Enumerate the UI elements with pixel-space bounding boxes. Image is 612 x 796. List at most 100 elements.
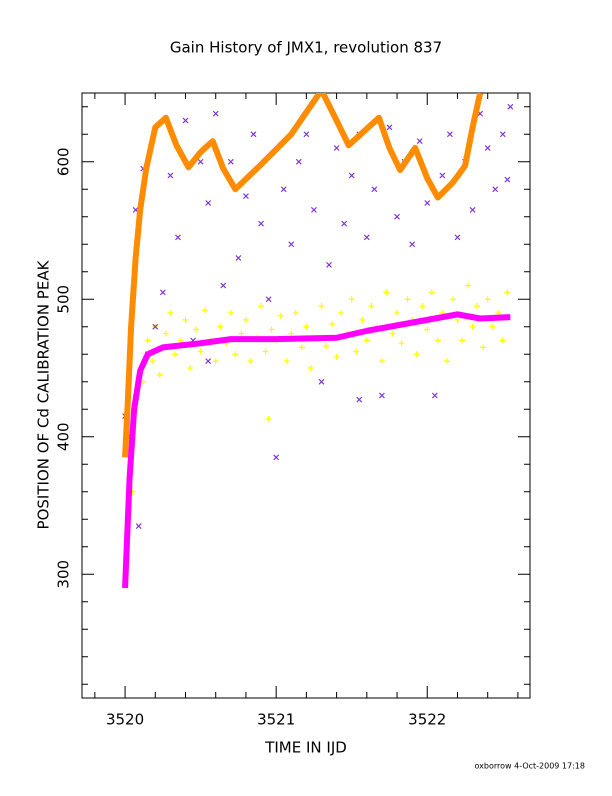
x-tick-label: 3521 [257, 711, 295, 729]
data-point [187, 365, 194, 371]
data-point [465, 282, 472, 289]
plot-area [122, 93, 514, 589]
data-point [484, 145, 491, 151]
data-point [265, 296, 272, 303]
data-point [394, 213, 400, 220]
data-point [389, 330, 396, 337]
data-point [152, 323, 159, 330]
data-point [277, 312, 284, 319]
data-point [329, 321, 336, 327]
series-line [122, 93, 484, 458]
data-point [424, 326, 431, 333]
data-point [144, 337, 151, 344]
data-point [353, 348, 360, 355]
data-point [303, 131, 310, 138]
data-point [371, 186, 378, 193]
data-point [443, 358, 450, 365]
data-point [348, 172, 355, 179]
x-tick-label: 3520 [106, 711, 144, 729]
data-point [363, 337, 370, 344]
data-point [378, 358, 385, 365]
data-point [474, 303, 481, 310]
data-point [409, 241, 416, 248]
data-point [318, 303, 325, 310]
data-point [250, 131, 257, 138]
data-point [499, 131, 506, 138]
data-point [492, 186, 499, 193]
data-point [197, 348, 204, 355]
data-point [359, 316, 366, 323]
data-point [338, 310, 345, 316]
data-point [288, 241, 295, 248]
data-point [356, 396, 363, 403]
y-axis-label: POSITION OF Cd CALIBRATION PEAK [35, 259, 53, 529]
data-point [212, 110, 219, 117]
data-point [434, 337, 441, 344]
data-point [504, 176, 511, 183]
data-point [394, 310, 401, 316]
data-point [404, 296, 411, 303]
data-point [232, 351, 239, 358]
plot-frame [81, 92, 531, 699]
data-point [182, 117, 189, 124]
data-point [480, 344, 487, 351]
data-point [311, 206, 317, 213]
data-point [171, 351, 178, 358]
data-point [242, 316, 249, 323]
data-point [333, 145, 340, 151]
data-point [363, 234, 370, 241]
data-point [323, 343, 330, 349]
data-point [182, 316, 189, 323]
data-point [446, 131, 453, 138]
data-point [318, 378, 325, 385]
data-point [416, 138, 423, 145]
footer: oxborrow 4-Oct-2009 17:18 [475, 762, 585, 771]
data-point [484, 296, 491, 303]
data-point [202, 307, 209, 314]
data-point [217, 323, 224, 330]
y-tick-label: 300 [55, 560, 73, 589]
data-point [175, 234, 181, 241]
y-tick-label: 600 [55, 147, 73, 176]
data-point [419, 303, 426, 310]
data-point [149, 358, 156, 365]
data-point [135, 523, 142, 530]
data-point [159, 289, 166, 296]
data-point [298, 344, 305, 351]
data-point [469, 323, 476, 330]
data-point [398, 340, 405, 347]
data-point [383, 289, 390, 296]
data-point [439, 172, 446, 179]
data-point [227, 310, 234, 316]
data-point [333, 354, 340, 360]
data-point [341, 220, 348, 227]
data-point [449, 296, 456, 303]
data-point [265, 415, 272, 422]
data-point [235, 255, 242, 261]
data-point [459, 337, 466, 344]
data-point [288, 330, 295, 337]
series-line [122, 311, 511, 589]
data-point [368, 303, 375, 310]
x-axis-label: TIME IN IJD [264, 739, 347, 757]
chart-title: Gain History of JMX1, revolution 837 [170, 39, 442, 57]
data-point [424, 200, 431, 206]
x-tick-label: 3522 [408, 711, 446, 729]
data-point [247, 358, 254, 365]
data-point [489, 323, 496, 330]
data-point [326, 261, 332, 268]
y-tick-label: 500 [55, 285, 73, 314]
data-point [238, 330, 245, 337]
data-point [167, 172, 174, 179]
data-point [280, 186, 287, 193]
data-point [197, 158, 204, 165]
y-tick-label: 400 [55, 422, 73, 451]
data-point [205, 200, 212, 206]
data-point [348, 296, 355, 303]
data-point [295, 158, 302, 165]
data-point [303, 323, 310, 330]
data-point [454, 316, 461, 323]
data-point [167, 310, 174, 316]
data-point [292, 310, 299, 316]
